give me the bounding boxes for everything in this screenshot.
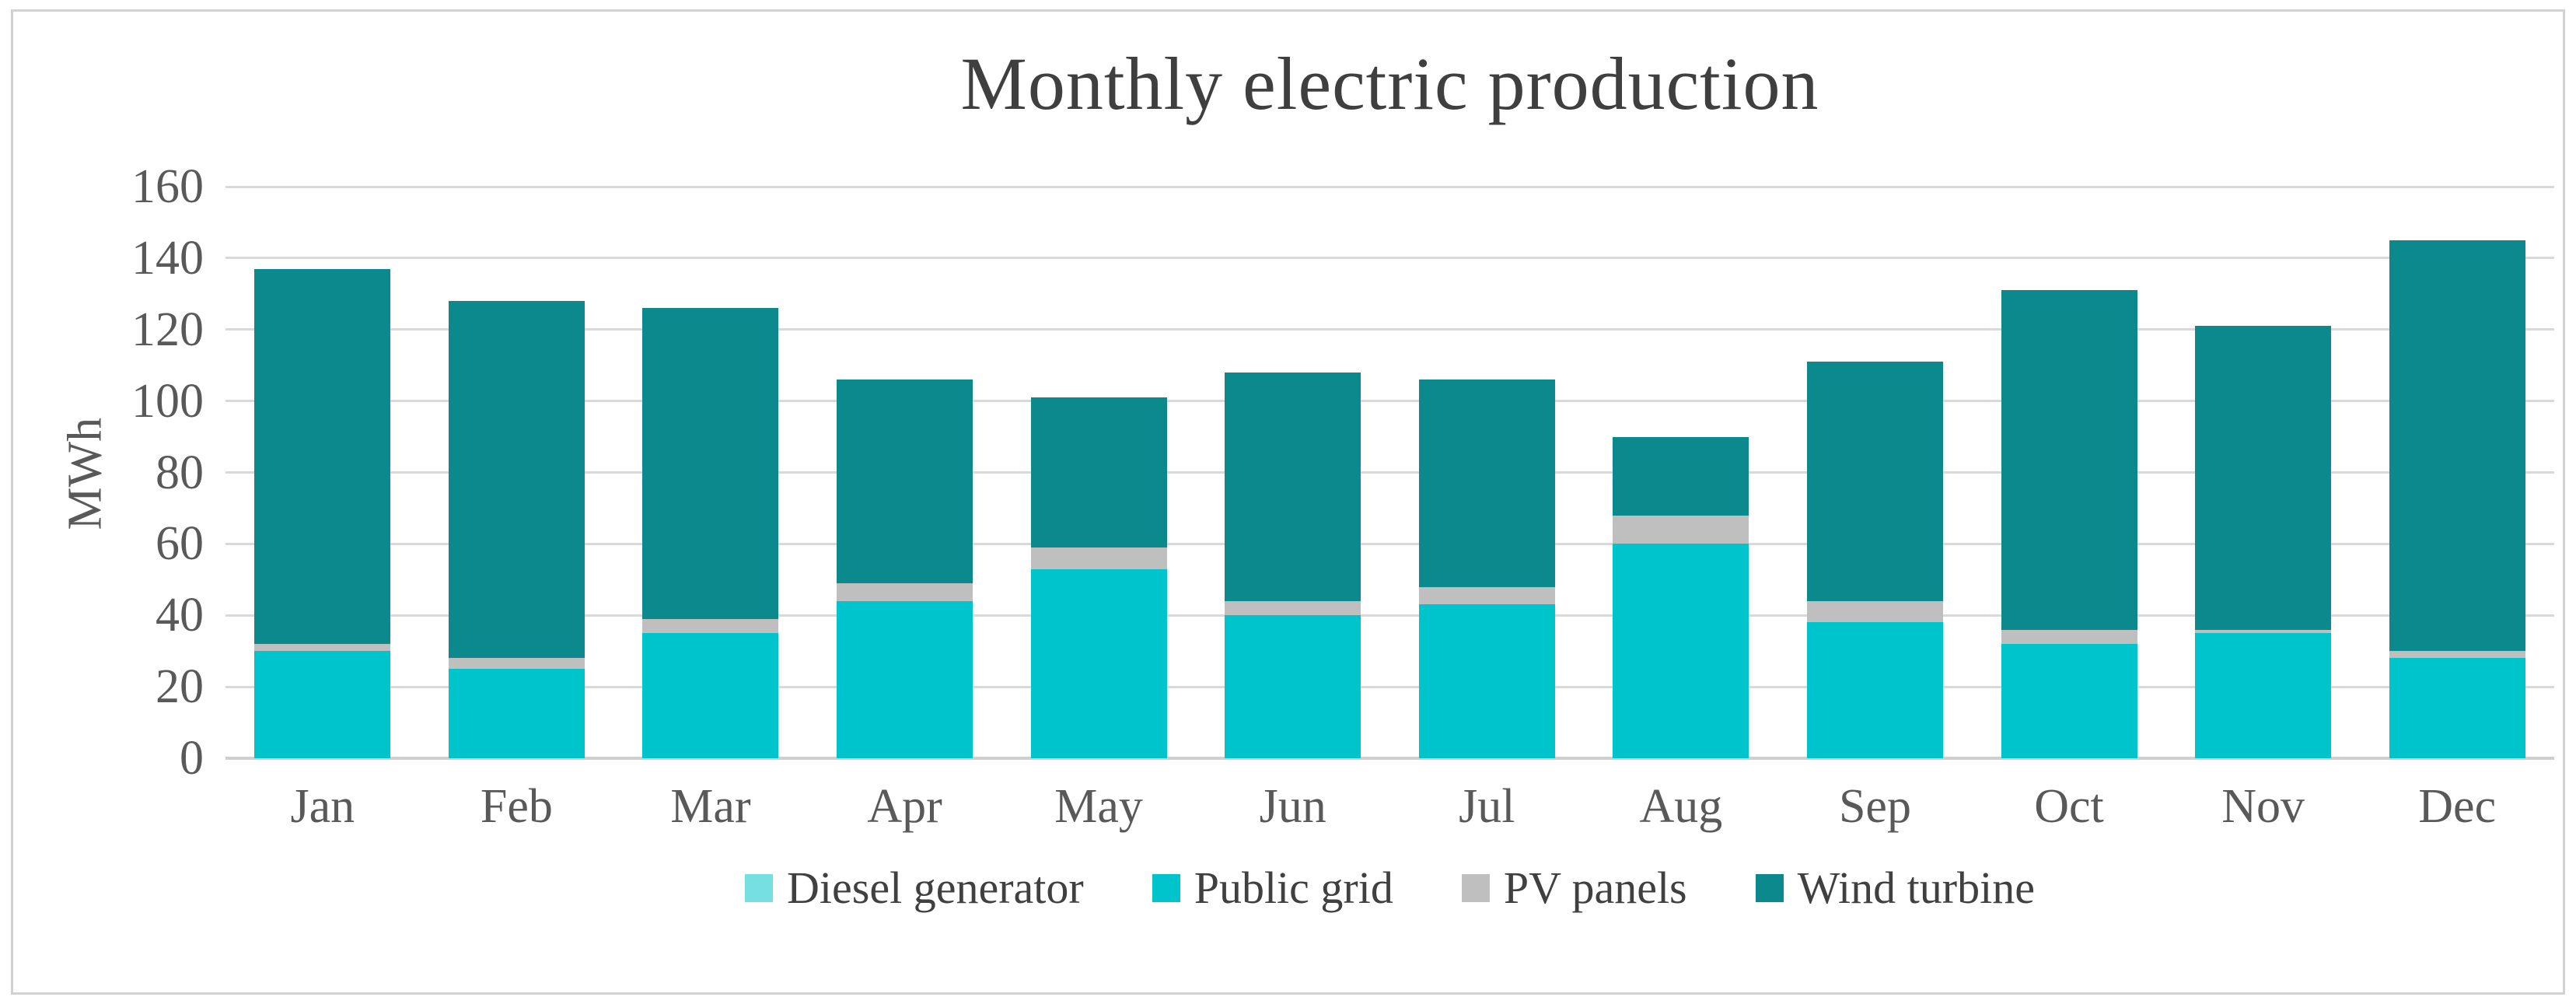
segment-wind-turbine-jun	[1225, 372, 1361, 601]
segment-pv-panels-jan	[254, 644, 391, 652]
segment-public-grid-apr	[837, 600, 973, 758]
y-tick-label-0: 0	[180, 732, 204, 785]
legend-item-pv-panels: PV panels	[1461, 862, 1687, 914]
x-axis-line	[225, 757, 2554, 760]
segment-wind-turbine-aug	[1613, 436, 1749, 516]
segment-public-grid-jul	[1418, 604, 1555, 758]
segment-pv-panels-nov	[2195, 629, 2332, 634]
segment-pv-panels-may	[1030, 547, 1167, 569]
segment-wind-turbine-sep	[1806, 362, 1943, 601]
legend-swatch-public-grid	[1152, 873, 1180, 902]
y-tick-label-160: 160	[131, 160, 204, 213]
x-label-sep: Sep	[1838, 780, 1911, 833]
y-tick-label-60: 60	[156, 517, 204, 571]
x-label-feb: Feb	[480, 780, 553, 833]
x-label-may: May	[1054, 780, 1143, 833]
bar-mar	[642, 187, 779, 758]
bar-jul	[1418, 187, 1555, 758]
y-tick-label-120: 120	[131, 303, 204, 356]
bar-nov	[2195, 187, 2332, 758]
gridline-100	[225, 400, 2554, 403]
legend-item-public-grid: Public grid	[1152, 862, 1393, 914]
legend-item-wind-turbine: Wind turbine	[1755, 862, 2035, 914]
plot-area	[225, 185, 2554, 760]
x-label-nov: Nov	[2221, 780, 2305, 833]
segment-wind-turbine-feb	[448, 301, 585, 659]
gridline-60	[225, 542, 2554, 545]
gridline-160	[225, 185, 2554, 188]
bar-oct	[2001, 187, 2137, 758]
segment-pv-panels-dec	[2389, 651, 2525, 659]
segment-pv-panels-sep	[1806, 600, 1943, 623]
segment-wind-turbine-may	[1030, 397, 1167, 547]
y-tick-label-20: 20	[156, 660, 204, 714]
segment-public-grid-feb	[448, 669, 585, 758]
segment-wind-turbine-jan	[254, 268, 391, 644]
segment-pv-panels-jul	[1418, 586, 1555, 605]
bar-jan	[254, 187, 391, 758]
segment-public-grid-nov	[2195, 633, 2332, 758]
segment-pv-panels-jun	[1225, 600, 1361, 616]
legend-swatch-pv-panels	[1461, 873, 1490, 902]
x-label-aug: Aug	[1639, 780, 1723, 833]
x-axis-labels: Jan Feb Mar Apr May Jun Jul Aug Sep Oct Nov Dec	[225, 779, 2554, 841]
legend-item-diesel-generator: Diesel generator	[745, 862, 1084, 914]
legend-label-wind-turbine: Wind turbine	[1797, 862, 2035, 913]
bar-jun	[1225, 187, 1361, 758]
gridline-80	[225, 471, 2554, 474]
legend: Diesel generator Public grid PV panels Wind…	[225, 862, 2554, 914]
segment-wind-turbine-jul	[1418, 380, 1555, 587]
segment-wind-turbine-mar	[642, 308, 779, 619]
segment-public-grid-mar	[642, 633, 779, 758]
segment-public-grid-sep	[1806, 622, 1943, 758]
segment-public-grid-jun	[1225, 615, 1361, 758]
x-label-jan: Jan	[290, 780, 355, 833]
y-axis-tick-labels: 0 20 40 60 80 100 120 140 160	[0, 0, 204, 1004]
segment-public-grid-jan	[254, 651, 391, 758]
gridline-140	[225, 257, 2554, 260]
legend-label-pv-panels: PV panels	[1503, 862, 1687, 913]
segment-public-grid-oct	[2001, 644, 2137, 758]
legend-label-diesel-generator: Diesel generator	[787, 862, 1084, 913]
x-label-dec: Dec	[2418, 780, 2497, 833]
bar-sep	[1806, 187, 1943, 758]
x-label-mar: Mar	[670, 780, 751, 833]
chart-title: Monthly electric production	[960, 42, 1819, 125]
segment-wind-turbine-oct	[2001, 290, 2137, 630]
segment-wind-turbine-dec	[2389, 240, 2525, 652]
segment-pv-panels-mar	[642, 618, 779, 634]
x-label-jul: Jul	[1459, 780, 1515, 833]
x-label-apr: Apr	[867, 780, 942, 833]
bar-apr	[837, 187, 973, 758]
legend-swatch-diesel-generator	[745, 873, 774, 902]
x-label-oct: Oct	[2034, 780, 2104, 833]
gridline-40	[225, 614, 2554, 617]
segment-pv-panels-apr	[837, 582, 973, 601]
bar-feb	[448, 187, 585, 758]
segment-pv-panels-feb	[448, 658, 585, 670]
segment-wind-turbine-nov	[2195, 326, 2332, 630]
y-tick-label-140: 140	[131, 231, 204, 285]
y-tick-label-80: 80	[156, 446, 204, 499]
segment-pv-panels-oct	[2001, 629, 2137, 644]
y-tick-label-40: 40	[156, 589, 204, 642]
segment-public-grid-dec	[2389, 658, 2525, 758]
bar-aug	[1613, 187, 1749, 758]
segment-wind-turbine-apr	[837, 380, 973, 583]
x-label-jun: Jun	[1259, 780, 1326, 833]
gridline-120	[225, 328, 2554, 331]
segment-pv-panels-aug	[1613, 515, 1749, 544]
legend-label-public-grid: Public grid	[1194, 862, 1393, 913]
y-tick-label-100: 100	[131, 374, 204, 428]
legend-swatch-wind-turbine	[1755, 873, 1784, 902]
segment-public-grid-may	[1030, 568, 1167, 758]
gridline-20	[225, 685, 2554, 688]
segment-public-grid-aug	[1613, 544, 1749, 758]
bar-may	[1030, 187, 1167, 758]
bar-dec	[2389, 187, 2525, 758]
